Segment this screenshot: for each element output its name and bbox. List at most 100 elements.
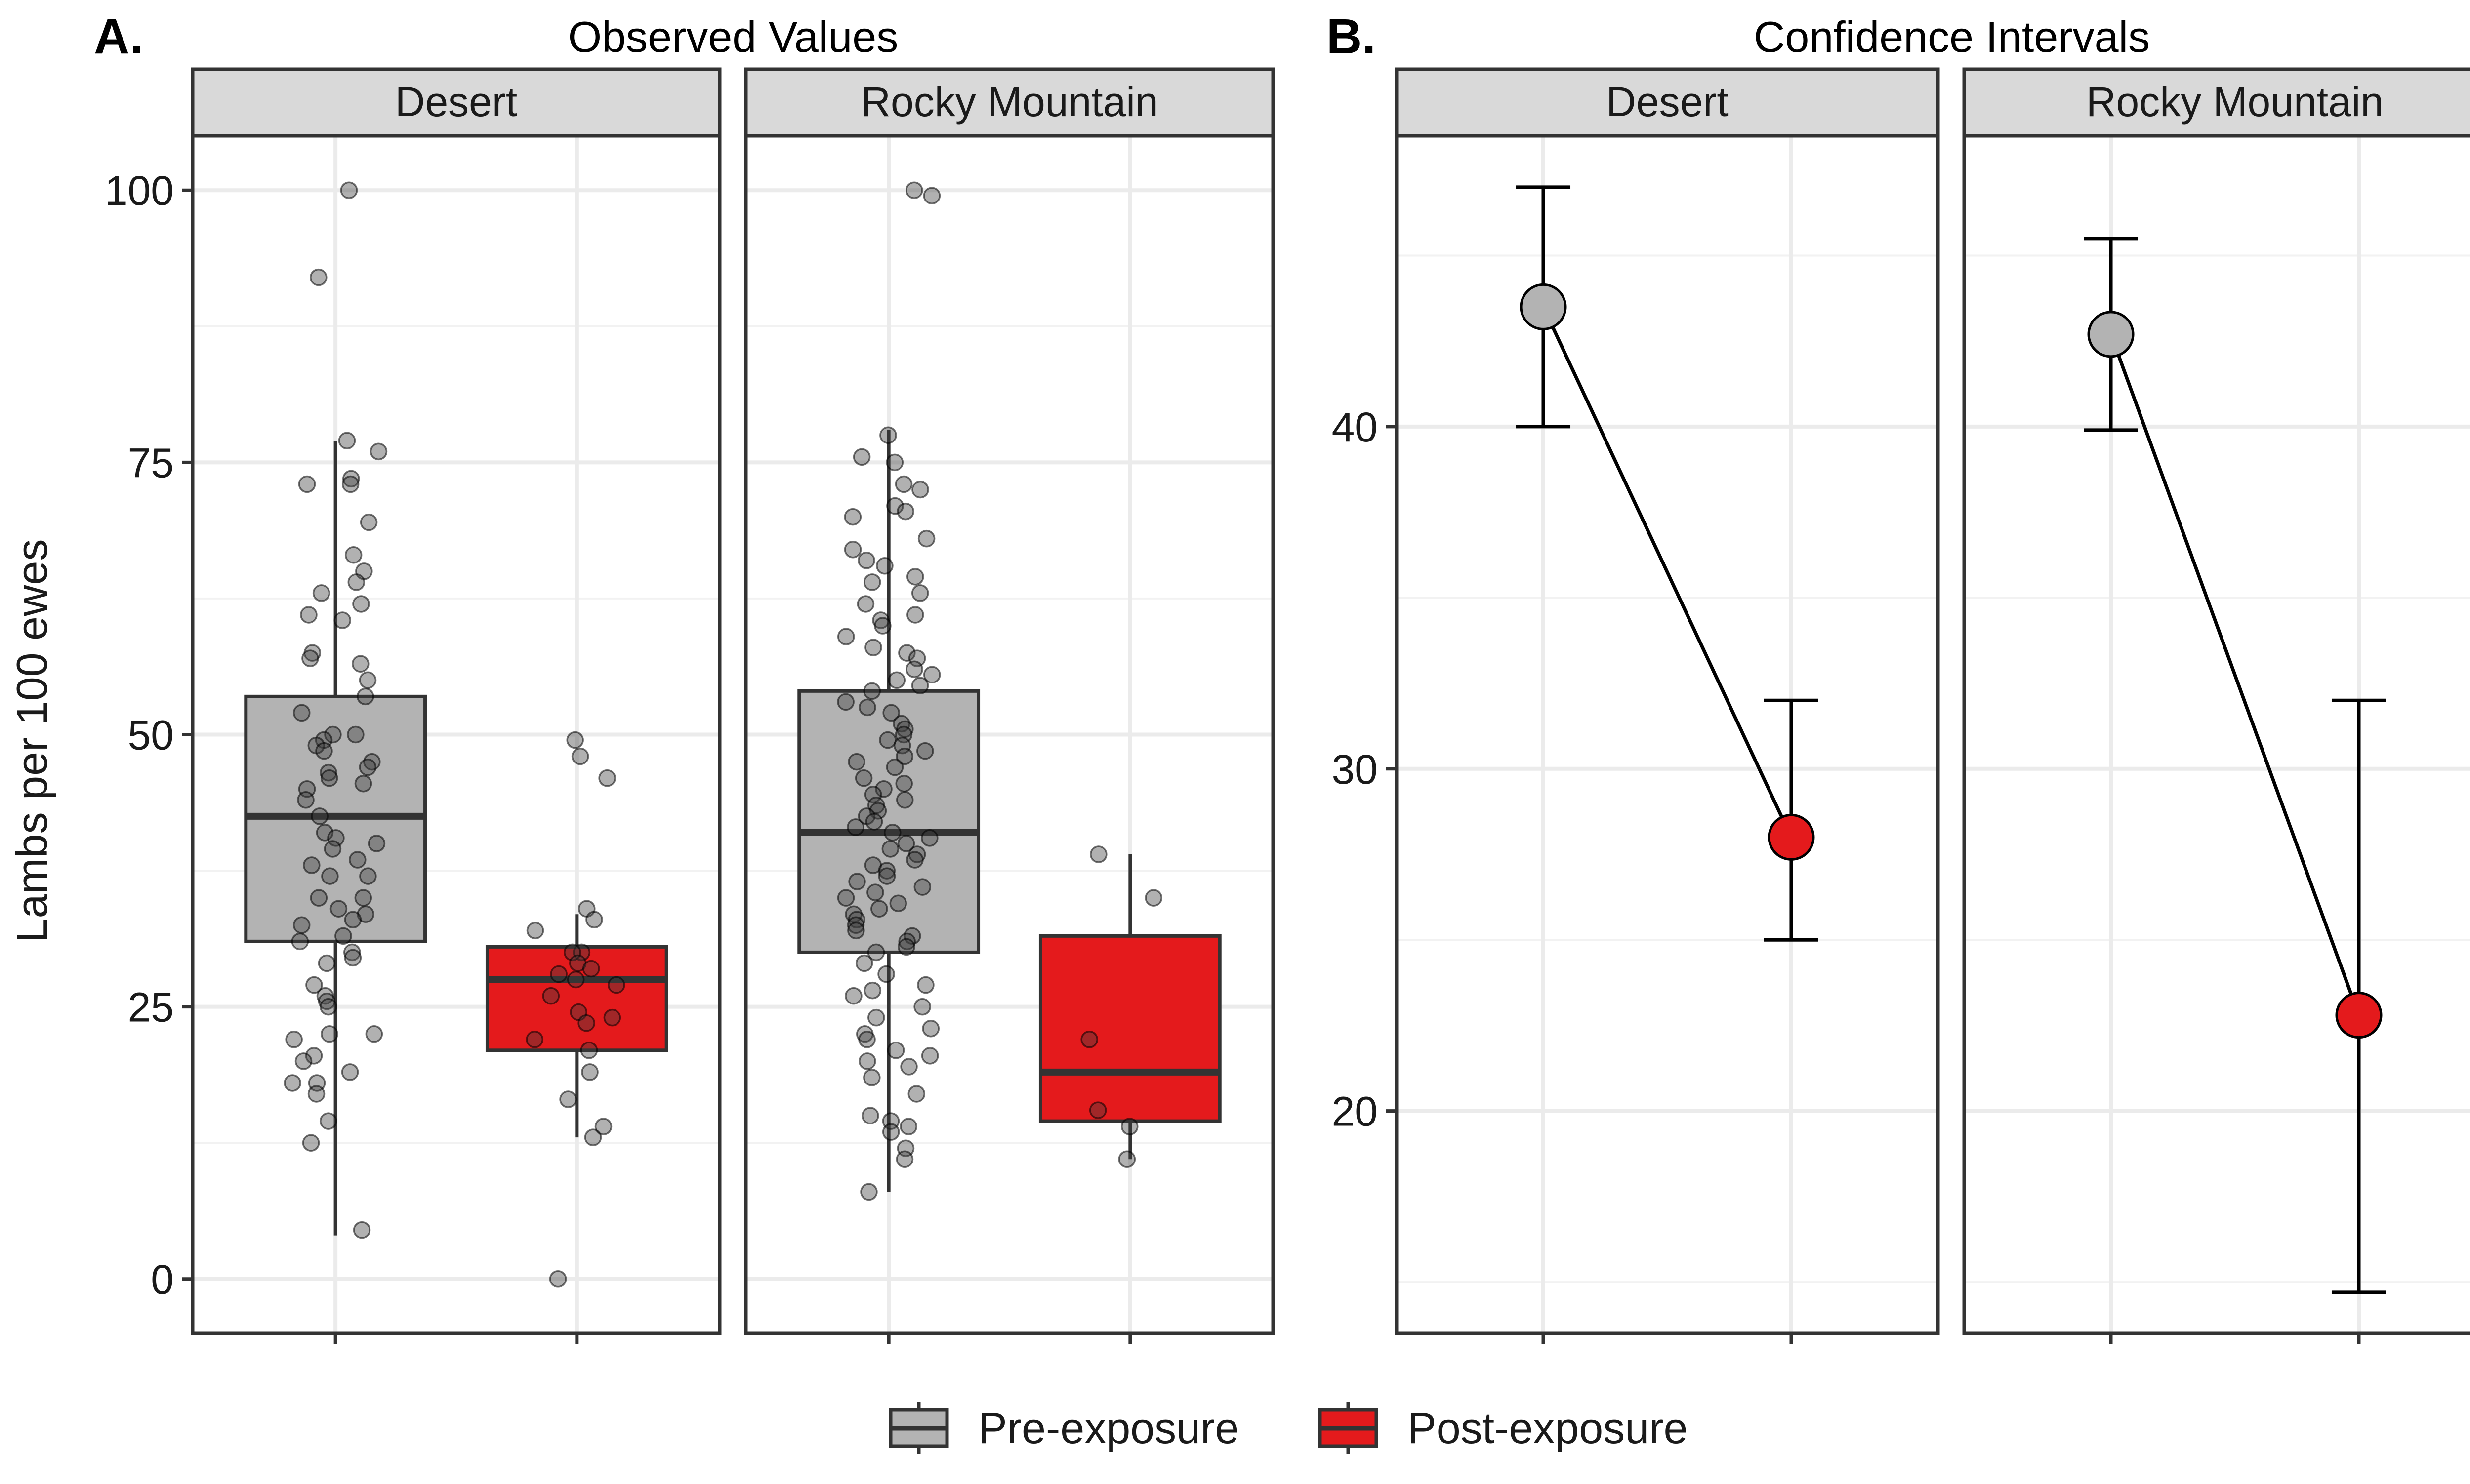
jitter-point-pre (908, 649, 926, 667)
jitter-point-pre (297, 791, 315, 809)
jitter-point-pre (324, 840, 342, 858)
jitter-point-pre (923, 187, 941, 204)
jitter-point-pre (347, 573, 366, 591)
jitter-point-pre (913, 998, 931, 1016)
jitter-point-pre (886, 497, 904, 515)
jitter-point-pre (874, 617, 892, 635)
legend-key-pre (889, 1402, 949, 1454)
jitter-point-pre (334, 927, 352, 945)
jitter-point-post (1118, 1150, 1136, 1168)
legend-key-post (1318, 1402, 1378, 1454)
jitter-point-pre (847, 922, 865, 940)
facet-strip-ci-desert (1395, 67, 1940, 138)
y-tick-label-observed: 0 (151, 1256, 174, 1303)
panel-border (744, 134, 1275, 1335)
jitter-point-post (598, 769, 616, 787)
jitter-point-post (550, 965, 568, 983)
jitter-point-pre (922, 1019, 940, 1038)
jitter-point-post (584, 1128, 602, 1146)
jitter-point-post (567, 970, 585, 989)
jitter-point-pre (368, 835, 386, 852)
panel-b-tag: B. (1326, 9, 1376, 64)
legend-label-post: Post-exposure (1407, 1404, 1688, 1452)
jitter-point-pre (916, 742, 934, 760)
jitter-point-pre (359, 758, 377, 776)
panel-ci-desert (1516, 185, 1818, 942)
jitter-point-pre (354, 774, 372, 793)
jitter-point-post (608, 976, 625, 994)
jitter-point-pre (310, 268, 328, 286)
jitter-point-pre (341, 1063, 359, 1081)
jitter-point-pre (898, 644, 916, 662)
jitter-point-pre (353, 1221, 371, 1239)
jitter-point-pre (861, 1107, 879, 1124)
jitter-point-pre (848, 873, 866, 890)
jitter-point-pre (370, 442, 388, 461)
jitter-point-pre (848, 753, 865, 771)
jitter-point-post (1120, 1118, 1139, 1135)
y-axis-label: Lambs per 100 ewes (7, 539, 56, 943)
jitter-point-pre (844, 508, 862, 526)
jitter-point-pre (302, 1134, 320, 1152)
jitter-point-pre (354, 889, 372, 907)
jitter-point-pre (837, 628, 855, 645)
panel-border (1962, 134, 2470, 1335)
y-tick-label-observed: 100 (105, 167, 174, 214)
jitter-point-pre (855, 954, 873, 972)
jitter-point-pre (844, 540, 862, 559)
jitter-point-pre (900, 1118, 917, 1135)
box-post (485, 945, 668, 1052)
jitter-point-pre (343, 943, 361, 962)
jitter-point-pre (837, 889, 855, 907)
jitter-point-pre (859, 698, 876, 717)
jitter-point-pre (896, 791, 914, 809)
jitter-point-pre (878, 862, 896, 880)
jitter-point-pre (284, 1074, 301, 1092)
estimate-point-pre (2087, 311, 2135, 358)
legend: Pre-exposure Post-exposure (889, 1402, 1688, 1454)
jitter-point-pre (865, 813, 883, 831)
jitter-point-pre (859, 1052, 876, 1070)
estimate-connector (2109, 333, 2361, 1016)
jitter-point-pre (863, 1069, 881, 1086)
jitter-point-pre (303, 856, 321, 874)
jitter-point-pre (877, 965, 895, 983)
jitter-point-post (581, 1063, 599, 1081)
facet-label-ci-rocky-mountain: Rocky Mountain (2086, 79, 2384, 125)
panel-border (1395, 134, 1940, 1335)
y-tick-label-observed: 25 (128, 984, 174, 1031)
jitter-point-post (582, 960, 600, 978)
jitter-point-pre (923, 666, 941, 683)
jitter-point-pre (896, 747, 913, 765)
jitter-point-pre (888, 671, 906, 689)
jitter-point-pre (320, 998, 337, 1016)
jitter-point-post (577, 1014, 595, 1032)
facet-strip-ci-rocky-mountain (1962, 67, 2470, 138)
jitter-point-pre (333, 611, 351, 629)
jitter-point-pre (853, 448, 871, 466)
jitter-point-pre (300, 606, 318, 624)
jitter-point-pre (292, 704, 311, 722)
estimate-connector (1541, 306, 1793, 838)
facet-label-ci-desert: Desert (1606, 79, 1728, 125)
jitter-point-pre (860, 1183, 878, 1201)
box-post (1038, 934, 1222, 1123)
jitter-point-pre (294, 1052, 313, 1070)
jitter-point-pre (318, 954, 336, 972)
jitter-point-pre (887, 1042, 905, 1059)
jitter-point-pre (310, 889, 328, 907)
panel-a-title: Observed Values (568, 12, 899, 61)
jitter-point-pre (907, 1085, 926, 1103)
jitter-point-pre (855, 769, 873, 787)
jitter-point-pre (896, 1150, 914, 1168)
jitter-point-pre (349, 851, 367, 869)
jitter-point-pre (884, 824, 902, 842)
jitter-point-pre (898, 932, 916, 951)
jitter-point-pre (291, 932, 309, 951)
jitter-point-pre (917, 529, 936, 548)
jitter-point-pre (321, 867, 339, 885)
jitter-point-pre (886, 453, 904, 472)
jitter-point-pre (324, 725, 342, 744)
jitter-point-pre (905, 181, 923, 199)
